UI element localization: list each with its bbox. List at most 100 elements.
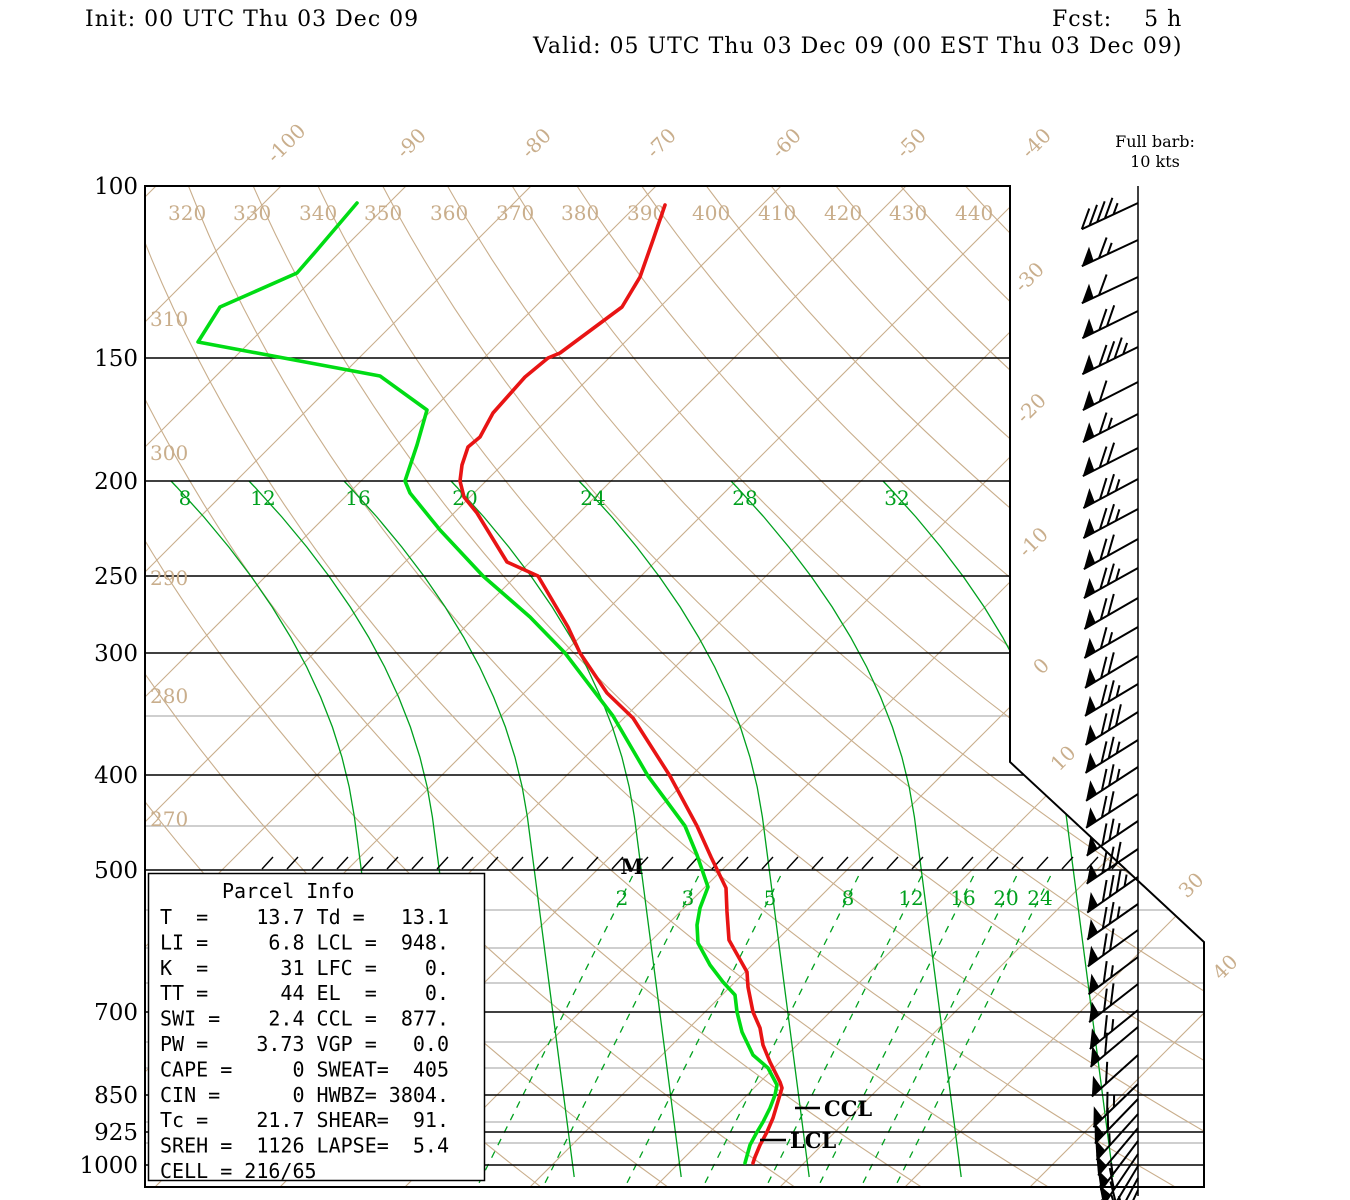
moist-adiabat-line [882, 480, 1114, 1178]
wind-barb [1110, 1177, 1139, 1200]
forecast-hour-label: Fcst: 5 h [1052, 7, 1182, 32]
mixing-ratio-label: 3 [682, 886, 695, 910]
barb-legend-line1: Full barb: [1115, 132, 1195, 151]
isotherm-line [966, 186, 1204, 1187]
freezing-hatch-tick [486, 856, 499, 870]
dry-adiabat-label-top: 360 [430, 201, 468, 225]
freezing-hatch-tick [461, 856, 474, 870]
dewpoint-profile-line [196, 201, 779, 1165]
parcel-info-line: CAPE = 0 SWEAT= 405 [160, 1057, 449, 1081]
dry-adiabat-line [317, 186, 1204, 1166]
freezing-hatch-tick [311, 856, 324, 870]
freezing-hatch-tick [936, 856, 949, 870]
freezing-hatch-tick [336, 856, 349, 870]
moist-adiabat-label: 12 [250, 486, 275, 510]
dry-adiabat-label-top: 330 [233, 201, 271, 225]
wind-barb [1096, 1127, 1139, 1177]
pressure-axis-label: 150 [94, 346, 138, 372]
pressure-axis-label: 250 [94, 564, 138, 590]
wind-barb [1085, 764, 1139, 802]
wind-barb [1081, 237, 1139, 268]
sounding-profiles [196, 201, 784, 1165]
isotherm-label-right: -20 [1011, 388, 1051, 428]
wind-barb [1081, 274, 1139, 305]
dry-adiabat-line [705, 186, 1204, 774]
wind-barb [1082, 412, 1139, 443]
parcel-info-border [147, 872, 486, 1182]
valid-time-label: Valid: 05 UTC Thu 03 Dec 09 (00 EST Thu … [532, 34, 1182, 59]
pressure-axis-label: 500 [94, 858, 138, 884]
dry-adiabat-label-top: 340 [299, 201, 337, 225]
freezing-hatch-tick [661, 856, 674, 870]
freezing-hatch-tick [861, 856, 874, 870]
wind-barb [1097, 1140, 1139, 1192]
pressure-axis-label: 1000 [79, 1153, 138, 1179]
barb-legend-line2: 10 kts [1130, 152, 1180, 171]
pressure-axis-label: 100 [94, 174, 138, 200]
parcel-info-line: K = 31 LFC = 0. [160, 956, 449, 980]
pressure-axis-label: 200 [94, 469, 138, 495]
dry-adiabat-line [511, 186, 1204, 970]
moist-adiabat-label: 16 [345, 486, 370, 510]
moist-adiabat-label: 24 [580, 486, 605, 510]
dry-adiabat-label-left: 280 [150, 684, 188, 708]
freezing-hatch-tick [411, 856, 424, 870]
dry-adiabat-label-left: 290 [150, 566, 188, 590]
mixing-ratio-line [860, 875, 1018, 1187]
wind-barb [1089, 1026, 1139, 1068]
freezing-hatch-tick [586, 856, 599, 870]
wind-barb [1083, 563, 1139, 599]
dry-adiabat-line [576, 186, 1204, 897]
isotherm-line [716, 186, 1204, 1187]
moist-adiabat-label: 28 [732, 486, 757, 510]
isotherm-label-right: -10 [1013, 522, 1053, 562]
chart-border [144, 185, 1205, 1188]
isotherm-line [145, 186, 568, 1187]
dry-adiabat-label-top: 410 [758, 201, 796, 225]
parcel-info-line: TT = 44 EL = 0. [160, 981, 449, 1005]
dry-adiabat-label-top: 370 [496, 201, 534, 225]
mixing-ratio-line [624, 875, 782, 1187]
freezing-hatch-tick [886, 856, 899, 870]
ccl-label: CCL [824, 1096, 872, 1121]
parcel-info-line: CIN = 0 HWBZ= 3804. [160, 1083, 449, 1107]
dry-adiabat-label-left: 300 [150, 441, 188, 465]
isotherm-label-right: 0 [1028, 653, 1054, 679]
parcel-info-title: Parcel Info [222, 879, 354, 903]
moist-adiabat-line [578, 480, 810, 1178]
wind-barb [1088, 983, 1139, 1023]
wind-barb [1082, 473, 1139, 509]
mixing-ratio-label: 8 [842, 886, 855, 910]
moist-adiabat-label: 32 [884, 486, 909, 510]
isotherm-label-top: -70 [641, 123, 681, 163]
mixing-ratio-line [765, 875, 923, 1187]
wind-barb [1082, 380, 1139, 411]
freezing-hatch-tick [361, 856, 374, 870]
wind-barb [1099, 1153, 1139, 1200]
dry-adiabat-label-top: 380 [561, 201, 599, 225]
isotherm-label-top: -80 [516, 123, 556, 163]
wind-barb [1082, 442, 1139, 477]
freezing-hatch-tick [736, 856, 749, 870]
dry-adiabat-label-top: 350 [364, 201, 402, 225]
freezing-hatch-tick [836, 856, 849, 870]
temperature-profile-line [458, 203, 784, 1165]
wind-barb [1083, 593, 1139, 630]
dry-adiabat-line [770, 186, 1204, 725]
mixing-ratio-line [542, 875, 700, 1187]
wind-barb [1086, 818, 1139, 857]
isotherm-label-top: -100 [262, 119, 311, 168]
dry-adiabat-label-top: 320 [168, 201, 206, 225]
moist-adiabat-line [343, 480, 575, 1178]
dry-adiabat-label-top: 440 [955, 201, 993, 225]
moist-adiabat-label: 8 [179, 486, 192, 510]
mixing-ratio-line [894, 875, 1052, 1187]
freezing-hatch-tick [761, 856, 774, 870]
isotherm-line [145, 186, 443, 1187]
mixing-ratio-label: 2 [616, 886, 629, 910]
freezing-hatch-tick [961, 856, 974, 870]
wind-barb [1084, 680, 1139, 717]
wind-barb [1094, 1098, 1139, 1145]
wind-barb [1089, 1009, 1139, 1050]
wind-barb [1081, 304, 1139, 340]
